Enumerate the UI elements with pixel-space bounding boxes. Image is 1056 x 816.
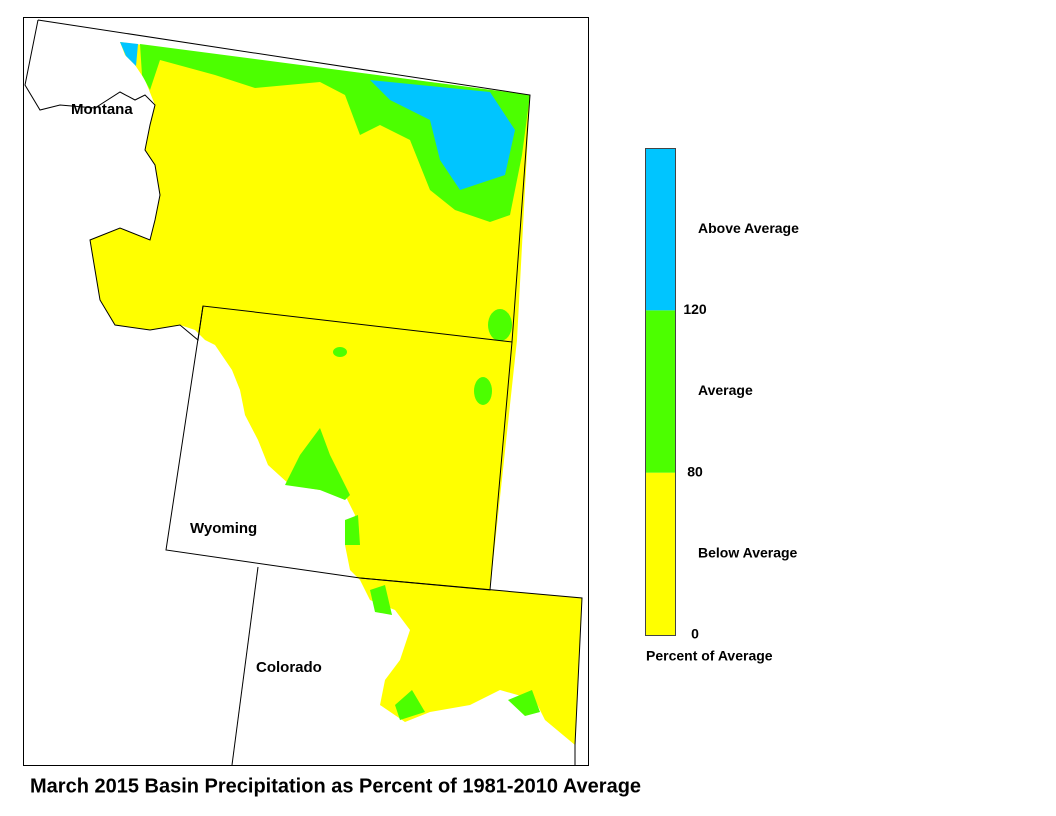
below-average-area	[90, 42, 582, 745]
legend-outline	[645, 148, 676, 636]
above-average-area	[370, 80, 515, 190]
legend-title: Percent of Average	[646, 648, 773, 664]
average-area	[370, 585, 392, 615]
legend-label: Above Average	[698, 220, 799, 236]
legend: Below Average Average Above Average 0 80 120	[645, 148, 799, 642]
legend-swatch	[645, 472, 675, 635]
state-label: Montana	[71, 101, 133, 118]
legend-label: Below Average	[698, 545, 798, 561]
colorado-border	[359, 577, 583, 765]
average-area	[333, 347, 347, 357]
average-area	[474, 377, 492, 405]
colorado-border	[231, 566, 259, 766]
legend-tick-label: 120	[683, 301, 707, 317]
legend-swatch	[645, 148, 675, 311]
legend-label: Average	[698, 382, 753, 398]
average-area	[285, 428, 350, 500]
map-title: March 2015 Basin Precipitation as Percen…	[30, 775, 641, 797]
above-average-area	[120, 42, 138, 66]
legend-tick-label: 80	[687, 463, 703, 479]
legend-swatch	[645, 310, 675, 473]
montana-border	[24, 19, 531, 343]
legend-tick-label: 0	[691, 626, 699, 642]
map	[24, 19, 583, 766]
average-area	[508, 690, 540, 716]
average-area	[345, 515, 360, 545]
state-label: Colorado	[256, 659, 322, 676]
average-area	[488, 309, 512, 341]
average-area	[395, 690, 425, 720]
state-label: Wyoming	[190, 520, 257, 537]
